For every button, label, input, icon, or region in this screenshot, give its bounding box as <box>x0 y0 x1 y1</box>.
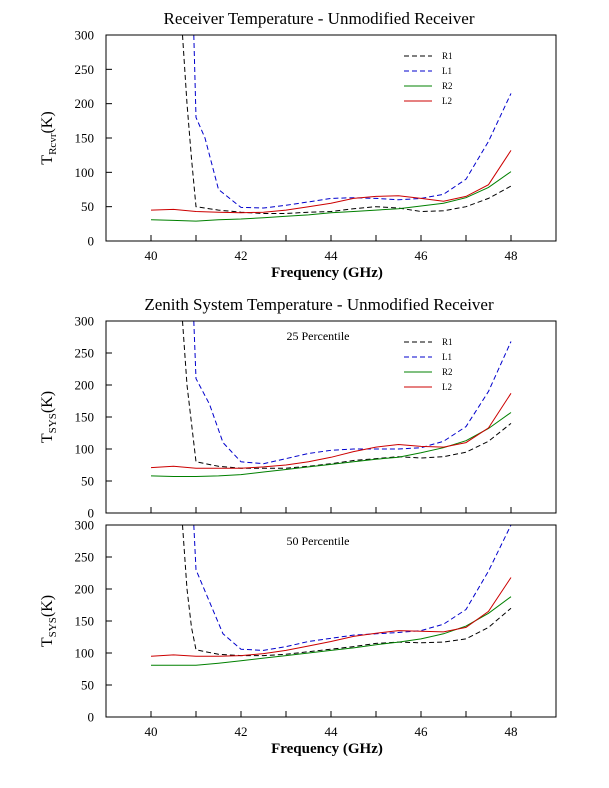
legend-label-l1: L1 <box>442 66 452 76</box>
x-tick-label: 44 <box>325 724 339 739</box>
series-line-r1 <box>182 321 512 469</box>
y-tick-label: 50 <box>81 678 94 693</box>
series-line-r2 <box>150 171 512 222</box>
x-tick-label: 40 <box>145 248 158 263</box>
y-tick-label: 250 <box>75 550 95 565</box>
y-axis-label: TSYS(K) <box>39 391 59 443</box>
y-tick-label: 150 <box>75 410 95 425</box>
y-tick-label: 200 <box>75 582 95 597</box>
series-line-l2 <box>150 577 512 657</box>
legend-label-r1: R1 <box>442 337 453 347</box>
x-tick-label: 48 <box>505 248 518 263</box>
y-tick-label: 150 <box>75 614 95 629</box>
x-axis-label: Frequency (GHz) <box>271 741 383 757</box>
percentile-annotation: 50 Percentile <box>287 534 350 548</box>
chart-title: Zenith System Temperature - Unmodified R… <box>144 295 494 314</box>
y-tick-label: 0 <box>88 710 95 725</box>
y-tick-label: 300 <box>75 28 95 43</box>
x-tick-label: 42 <box>235 248 248 263</box>
y-tick-label: 300 <box>75 518 95 533</box>
series-line-l1 <box>193 525 512 651</box>
y-tick-label: 50 <box>81 474 94 489</box>
series-line-r2 <box>151 596 512 666</box>
series-line-l1 <box>193 321 512 465</box>
legend-label-r2: R2 <box>442 367 453 377</box>
y-tick-label: 100 <box>75 442 95 457</box>
x-tick-label: 48 <box>505 724 518 739</box>
y-axis-label: TSYS(K) <box>39 595 59 647</box>
plot-frame <box>105 34 557 242</box>
chart-3: 0 50 100 150 200 250 300 40 42 44 46 48 Frequency (G… <box>39 518 557 757</box>
y-tick-label: 250 <box>75 346 95 361</box>
y-tick-label: 200 <box>75 96 95 111</box>
x-tick-label: 40 <box>145 724 158 739</box>
x-tick-label: 46 <box>415 724 429 739</box>
y-axis-label: TRcvr(K) <box>39 111 59 164</box>
series-line-l1 <box>193 35 512 209</box>
y-tick-label: 0 <box>88 506 95 521</box>
legend: R1 L1 R2 L2 <box>404 337 453 392</box>
legend: R1 L1 R2 L2 <box>404 51 453 106</box>
y-tick-label: 200 <box>75 378 95 393</box>
chart-2: Zenith System Temperature - Unmodified R… <box>39 295 557 521</box>
y-tick-label: 50 <box>81 199 94 214</box>
chart-1: Receiver Temperature - Unmodified Receiv… <box>39 9 557 281</box>
plot-frame <box>105 320 557 514</box>
y-tick-label: 250 <box>75 62 95 77</box>
y-tick-label: 300 <box>75 314 95 329</box>
x-axis-label: Frequency (GHz) <box>271 265 383 281</box>
legend-label-l2: L2 <box>442 96 452 106</box>
x-tick-label: 44 <box>325 248 339 263</box>
legend-label-r1: R1 <box>442 51 453 61</box>
series-line-l2 <box>150 393 512 469</box>
plot-frame <box>105 524 557 718</box>
y-tick-label: 100 <box>75 646 95 661</box>
y-tick-label: 0 <box>88 234 95 249</box>
x-tick-label: 46 <box>415 248 429 263</box>
legend-label-r2: R2 <box>442 81 453 91</box>
legend-label-l1: L1 <box>442 352 452 362</box>
percentile-annotation: 25 Percentile <box>287 329 350 343</box>
series-line-l2 <box>150 150 512 214</box>
y-tick-label: 150 <box>75 131 95 146</box>
y-tick-label: 100 <box>75 165 95 180</box>
chart-title: Receiver Temperature - Unmodified Receiv… <box>164 9 475 28</box>
legend-label-l2: L2 <box>442 382 452 392</box>
series-line-r1 <box>182 525 512 657</box>
x-tick-label: 42 <box>235 724 248 739</box>
series-line-r1 <box>182 35 512 214</box>
